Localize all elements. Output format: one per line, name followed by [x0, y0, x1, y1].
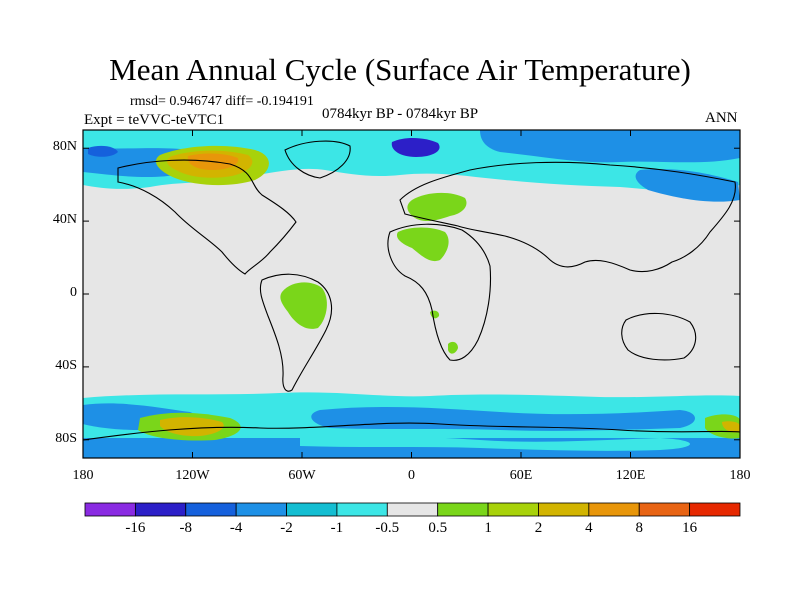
- weddell-yellow-region: [160, 417, 224, 437]
- lat-tick-label: 40N: [52, 212, 77, 228]
- ross-yellow-region: [722, 421, 740, 433]
- colorbar-label: -1: [330, 520, 344, 536]
- colorbar-swatch: [437, 502, 489, 517]
- colorbar-swatch: [286, 502, 338, 517]
- season-label: ANN: [705, 110, 738, 126]
- colorbar-swatch: [487, 502, 539, 517]
- north-america-coast: [117, 159, 297, 275]
- axis-ticks: [82, 130, 741, 458]
- colorbar-label: 0.5: [428, 520, 448, 536]
- colorbar-swatch: [538, 502, 590, 517]
- lon-tick-label: 60W: [288, 468, 316, 483]
- colorbar-swatch: [386, 502, 439, 517]
- experiment-label: Expt = teVVC-teVTC1: [84, 112, 225, 128]
- amazon-green-region: [280, 282, 327, 329]
- plot-title: Mean Annual Cycle (Surface Air Temperatu…: [109, 52, 691, 87]
- lat-tick-label: 80N: [52, 139, 77, 155]
- antarctica-cyan-region: [300, 435, 690, 451]
- kara-sea-dark-blue: [391, 137, 440, 157]
- ross-green-region: [705, 414, 740, 439]
- period-label: 0784kyr BP - 0784kyr BP: [322, 106, 479, 122]
- colorbar-swatch: [84, 502, 136, 517]
- lon-tick-label: 120W: [175, 468, 210, 483]
- colorbar-label: 8: [635, 520, 643, 536]
- colorbar-label: 16: [682, 520, 698, 536]
- lat-tick-label: 80S: [55, 430, 77, 446]
- antarctica-coast: [83, 422, 740, 441]
- colorbar-label: -4: [229, 520, 243, 536]
- eurasia-coast: [399, 161, 736, 273]
- colorbar-label: -0.5: [375, 520, 400, 536]
- lat-tick-label: 0: [70, 285, 77, 300]
- coastlines: [83, 140, 740, 441]
- colorbar-label: -16: [125, 520, 146, 536]
- colorbar-swatch: [638, 502, 691, 517]
- europe-green-region: [407, 192, 467, 222]
- colorbar-label: 2: [534, 520, 543, 536]
- africa-green-patch: [448, 341, 458, 354]
- lon-tick-label: 60E: [509, 468, 533, 483]
- southern-ocean-blue-region: [311, 406, 695, 431]
- colorbar-swatch: [134, 502, 187, 517]
- lon-tick-label: 180: [729, 468, 751, 483]
- eurasia-blue-region: [635, 169, 740, 202]
- lon-tick-label: 0: [408, 468, 415, 483]
- arctic-blue-region: [480, 130, 740, 163]
- colorbar-label: -8: [179, 520, 193, 536]
- sahara-green-region: [396, 227, 449, 262]
- stats-label: rmsd= 0.946747 diff= -0.194191: [130, 94, 314, 109]
- colorbar-label: 4: [585, 520, 593, 536]
- anomaly-field: [83, 130, 740, 458]
- arctic-deep-blue: [88, 145, 118, 157]
- colorbar-label: 1: [484, 520, 492, 536]
- lat-tick-label: 40S: [55, 357, 77, 373]
- africa-coast: [387, 223, 491, 361]
- colorbar-swatch: [689, 502, 741, 517]
- colorbar-swatch: [235, 502, 287, 517]
- greenland-coast: [284, 140, 351, 179]
- lon-tick-label: 120E: [615, 468, 646, 483]
- lon-tick-label: 180: [72, 468, 94, 483]
- south-america-coast: [259, 273, 333, 392]
- australia-coast: [621, 312, 697, 361]
- colorbar: [84, 502, 741, 517]
- colorbar-swatch: [185, 502, 237, 517]
- colorbar-swatch: [336, 502, 388, 517]
- colorbar-swatch: [588, 502, 640, 517]
- colorbar-label: -2: [280, 520, 293, 536]
